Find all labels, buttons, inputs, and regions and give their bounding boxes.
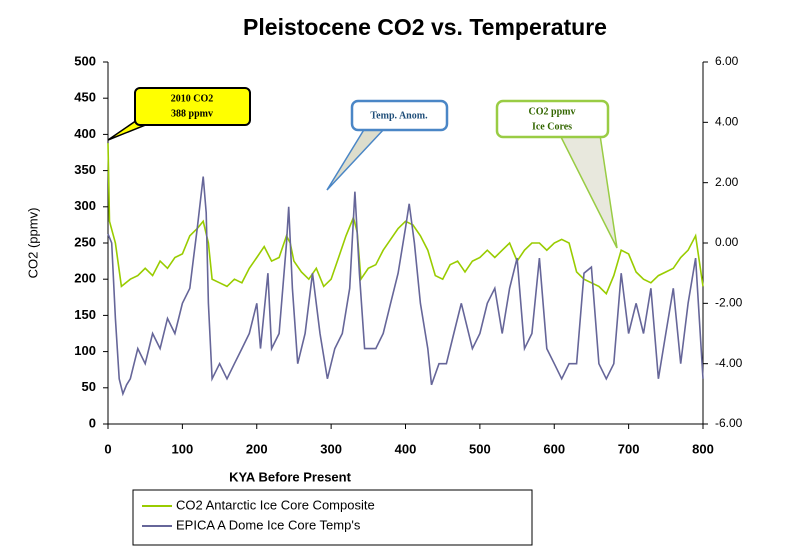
y-tick-label: 500 (74, 53, 96, 68)
x-tick-label: 300 (320, 441, 342, 456)
x-tick-label: 700 (618, 441, 640, 456)
y2-tick-label: -6.00 (715, 416, 743, 430)
callout-box (134, 87, 251, 126)
y-axis-label: CO2 (ppmv) (25, 208, 40, 279)
y-tick-label: 250 (74, 234, 96, 249)
series-line (107, 143, 704, 296)
series-line (107, 176, 704, 397)
callout-pointer (326, 127, 387, 191)
y-tick-label: 350 (74, 162, 96, 177)
y2-tick-label: 4.00 (715, 115, 739, 129)
y-tick-label: 300 (74, 198, 96, 213)
x-axis-label: KYA Before Present (229, 469, 352, 484)
y-tick-label: 50 (82, 379, 96, 394)
callout-pointer (558, 134, 618, 249)
y2-tick-label: 2.00 (715, 175, 739, 189)
y2-tick-label: -4.00 (715, 356, 743, 370)
y-tick-label: 0 (89, 415, 96, 430)
x-tick-label: 800 (692, 441, 714, 456)
x-tick-label: 200 (246, 441, 268, 456)
callout-box (350, 99, 449, 132)
y-tick-label: 400 (74, 126, 96, 141)
y2-tick-label: 6.00 (715, 54, 739, 68)
legend (132, 489, 533, 546)
y-tick-label: 450 (74, 90, 96, 105)
x-tick-label: 400 (395, 441, 417, 456)
y2-tick-label: -2.00 (715, 296, 743, 310)
legend-label: CO2 Antarctic Ice Core Composite (176, 497, 375, 512)
legend-label: EPICA A Dome Ice Core Temp's (176, 517, 361, 532)
y-tick-label: 100 (74, 343, 96, 358)
x-tick-label: 0 (104, 441, 111, 456)
y2-tick-label: 0.00 (715, 235, 739, 249)
x-tick-label: 600 (543, 441, 565, 456)
callout-text: CO2 ppmv (529, 106, 576, 117)
chart-title: Pleistocene CO2 vs. Temperature (243, 14, 607, 40)
callout-text: 388 ppmv (171, 108, 213, 119)
x-tick-label: 500 (469, 441, 491, 456)
x-tick-label: 100 (172, 441, 194, 456)
y-tick-label: 150 (74, 307, 96, 322)
y-tick-label: 200 (74, 271, 96, 286)
callout-text: 2010 CO2 (171, 93, 214, 104)
callout-text: Temp. Anom. (370, 110, 428, 121)
callout-text: Ice Cores (532, 121, 572, 132)
callout-box (495, 99, 610, 139)
